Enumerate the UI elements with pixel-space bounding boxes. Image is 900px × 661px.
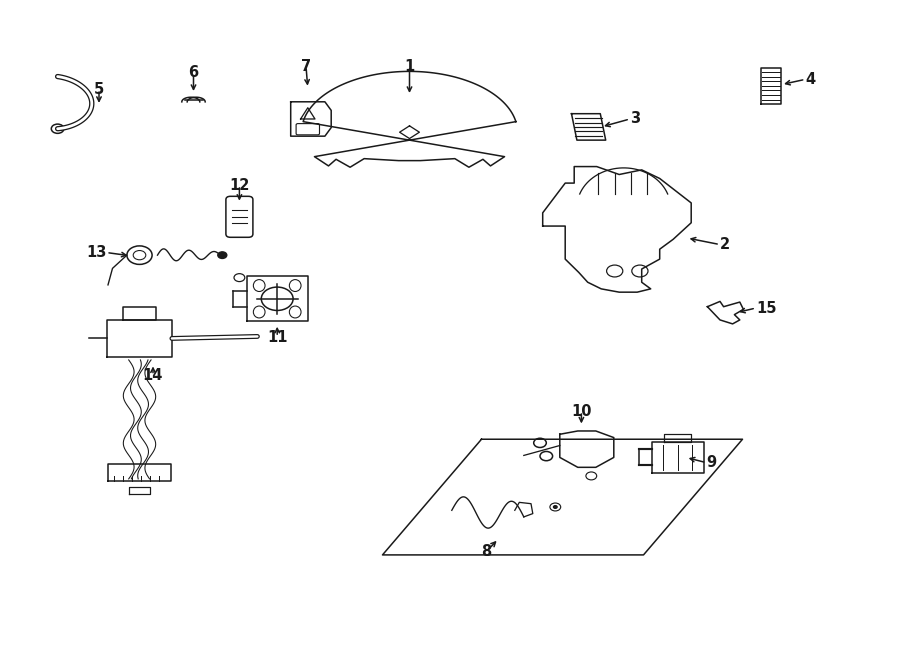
Text: 5: 5: [94, 82, 104, 97]
Text: 2: 2: [720, 237, 730, 252]
Text: 3: 3: [630, 112, 640, 126]
Text: 10: 10: [572, 404, 591, 418]
Text: 8: 8: [481, 545, 491, 559]
Text: 4: 4: [806, 72, 815, 87]
Text: 14: 14: [143, 368, 163, 383]
Text: 13: 13: [86, 245, 106, 260]
Circle shape: [554, 506, 557, 508]
Text: 7: 7: [301, 59, 311, 73]
Circle shape: [218, 252, 227, 258]
Text: 15: 15: [756, 301, 777, 315]
Text: 11: 11: [267, 330, 287, 344]
Text: 1: 1: [404, 59, 415, 73]
Text: 12: 12: [230, 178, 249, 192]
Text: 9: 9: [706, 455, 716, 470]
Text: 6: 6: [188, 65, 199, 80]
